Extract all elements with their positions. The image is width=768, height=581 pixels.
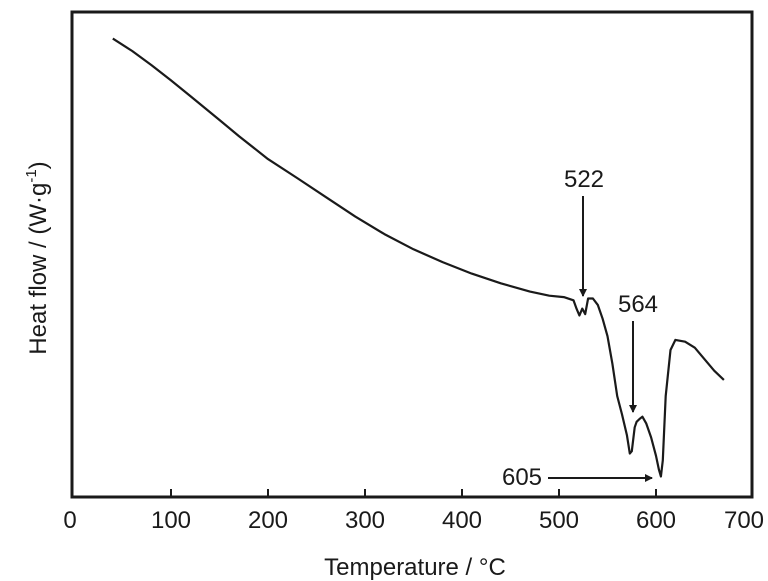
annotation-label: 522 bbox=[564, 166, 604, 193]
x-tick-label: 500 bbox=[539, 507, 579, 534]
x-tick-label: 100 bbox=[151, 507, 191, 534]
heat-flow-series-line bbox=[112, 37, 725, 478]
x-axis-tick-labels: 0 100 200 300 400 500 600 700 bbox=[63, 507, 764, 534]
x-tick-label: 700 bbox=[724, 507, 764, 534]
x-tick-label: 600 bbox=[636, 507, 676, 534]
y-axis-title: Heat flow / (W·g-1) bbox=[23, 161, 52, 354]
y-axis-title-superscript: -1 bbox=[23, 169, 40, 182]
x-tick-label: 400 bbox=[442, 507, 482, 534]
peak-annotations: 522 564 605 bbox=[502, 166, 658, 491]
x-axis-ticks bbox=[170, 489, 657, 497]
x-axis-title: Temperature / °C bbox=[324, 554, 506, 581]
y-axis-title-main: Heat flow / (W·g bbox=[25, 183, 52, 355]
annotation-label: 564 bbox=[618, 291, 658, 318]
x-tick-label: 300 bbox=[345, 507, 385, 534]
x-tick-label: 200 bbox=[248, 507, 288, 534]
x-tick-label: 0 bbox=[63, 507, 76, 534]
annotation-label: 605 bbox=[502, 464, 542, 491]
y-axis-title-close: ) bbox=[25, 161, 52, 169]
plot-frame bbox=[70, 10, 754, 499]
